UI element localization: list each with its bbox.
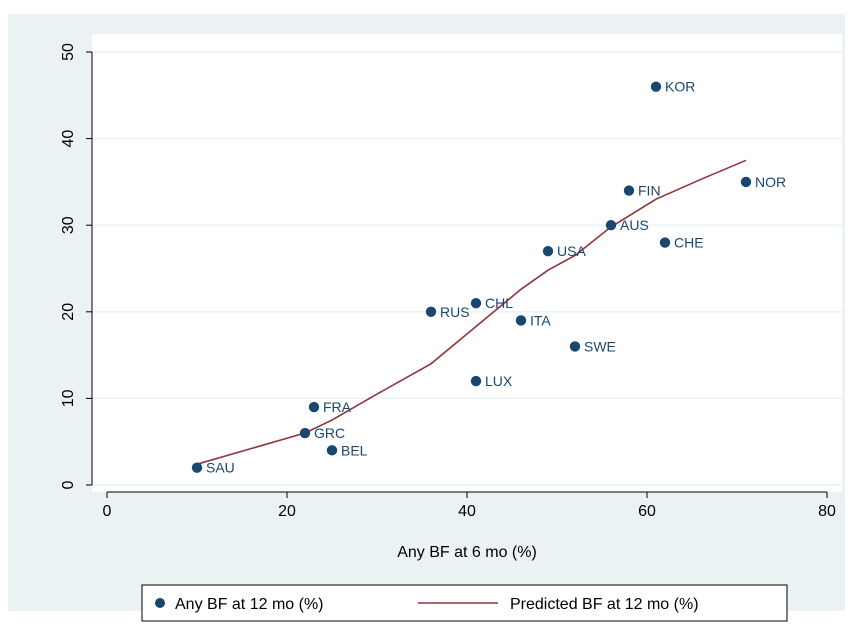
data-point-ita (515, 315, 527, 326)
data-point-che (659, 237, 671, 248)
data-point-kor (650, 81, 662, 92)
data-point-chl (470, 297, 482, 309)
axes: 0 10 20 30 40 50 0 20 40 60 80 (60, 43, 836, 520)
y-tick-label-30: 30 (60, 216, 77, 234)
data-point-fra (308, 401, 320, 413)
point-label-chl: CHL (485, 295, 513, 311)
point-label-nor: NOR (755, 174, 786, 190)
point-label-bel: BEL (341, 442, 368, 458)
legend-label-scatter: Any BF at 12 mo (%) (175, 596, 324, 613)
point-label-fin: FIN (638, 183, 661, 199)
point-label-fra: FRA (323, 399, 352, 415)
grid-lines (92, 51, 842, 486)
scatter-point-series: SAU GRC FRA BEL RUS CHL LUX ITA USA SWE AUS FIN KOR C… (191, 79, 786, 476)
point-label-lux: LUX (485, 373, 513, 389)
data-point-sau (191, 462, 203, 473)
legend-label-line: Predicted BF at 12 mo (%) (510, 596, 699, 613)
data-point-lux (470, 375, 482, 387)
y-tick-label-50: 50 (60, 43, 77, 61)
x-tick-label-20: 20 (278, 503, 296, 520)
x-tick-label-0: 0 (103, 503, 112, 520)
predicted-line (196, 159, 747, 465)
point-label-grc: GRC (314, 425, 345, 441)
data-point-usa (542, 245, 554, 257)
point-label-sau: SAU (206, 460, 235, 476)
point-label-swe: SWE (584, 338, 616, 354)
point-label-rus: RUS (440, 304, 470, 320)
y-tick-label-20: 20 (60, 303, 77, 321)
data-point-nor (740, 176, 752, 188)
y-tick-label-40: 40 (60, 130, 77, 148)
point-label-usa: USA (557, 243, 586, 259)
data-point-aus (605, 220, 617, 231)
y-tick-label-0: 0 (60, 480, 77, 489)
x-axis-title: Any BF at 6 mo (%) (397, 544, 537, 561)
x-tick-label-60: 60 (638, 503, 656, 520)
data-point-grc (299, 427, 311, 439)
legend-marker-scatter (155, 598, 165, 608)
y-tick-label-10: 10 (60, 389, 77, 407)
data-point-rus (425, 306, 437, 317)
data-point-swe (569, 341, 581, 352)
point-label-ita: ITA (530, 312, 551, 328)
point-label-che: CHE (674, 235, 704, 251)
x-tick-label-80: 80 (818, 503, 836, 520)
legend: Any BF at 12 mo (%) Predicted BF at 12 m… (141, 584, 788, 622)
plot-area (92, 34, 842, 492)
data-point-bel (326, 445, 338, 456)
point-label-kor: KOR (665, 79, 695, 95)
predicted-line-series (196, 159, 747, 465)
data-point-fin (623, 185, 635, 196)
point-label-aus: AUS (620, 217, 649, 233)
x-tick-label-40: 40 (458, 503, 476, 520)
